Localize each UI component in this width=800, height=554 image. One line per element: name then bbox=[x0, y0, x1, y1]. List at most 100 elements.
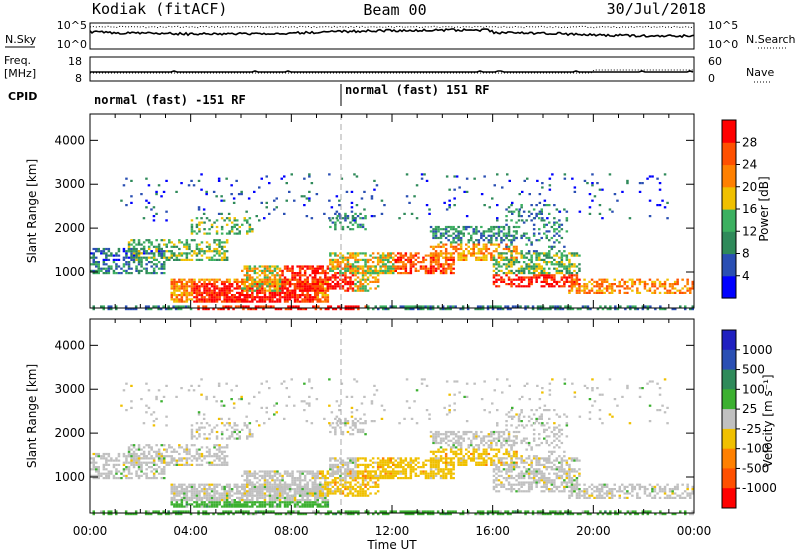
power-cell bbox=[286, 298, 289, 301]
power-cell bbox=[306, 296, 309, 299]
velocity-cell bbox=[283, 472, 287, 475]
power-cell bbox=[449, 267, 453, 270]
power-cell bbox=[376, 269, 380, 272]
power-cell bbox=[628, 278, 632, 281]
velocity-cell bbox=[293, 479, 297, 482]
velocity-cell bbox=[321, 488, 324, 491]
power-cell bbox=[180, 291, 184, 294]
velocity-cell bbox=[130, 455, 133, 458]
power-cell bbox=[517, 252, 521, 255]
velocity-cell bbox=[178, 492, 181, 495]
power-cell bbox=[483, 175, 486, 178]
velocity-cell bbox=[213, 496, 216, 499]
power-cell bbox=[370, 195, 374, 198]
power-cell bbox=[271, 298, 274, 301]
power-cell bbox=[497, 228, 501, 231]
power-cell bbox=[124, 305, 128, 308]
power-cell bbox=[475, 230, 478, 233]
power-cell bbox=[555, 208, 559, 211]
velocity-cell bbox=[225, 496, 229, 499]
power-cell bbox=[538, 256, 541, 259]
power-cell bbox=[117, 272, 121, 275]
power-cell bbox=[296, 274, 299, 277]
power-cell bbox=[449, 269, 453, 272]
velocity-cell bbox=[135, 459, 138, 462]
power-cell bbox=[243, 267, 246, 270]
power-cell bbox=[163, 261, 166, 264]
power-cell bbox=[306, 265, 309, 268]
power-cell bbox=[218, 289, 221, 292]
power-cell bbox=[240, 193, 243, 196]
power-cell bbox=[500, 278, 503, 281]
power-cell bbox=[228, 289, 231, 292]
velocity-cell bbox=[276, 477, 279, 480]
velocity-cell bbox=[200, 446, 204, 449]
velocity-cell bbox=[273, 479, 277, 482]
power-cell bbox=[305, 197, 309, 200]
power-cell bbox=[95, 261, 98, 264]
power-cell bbox=[530, 265, 533, 268]
power-cell bbox=[263, 217, 266, 220]
velocity-cell bbox=[432, 461, 435, 464]
power-cell bbox=[241, 289, 244, 292]
power-cell bbox=[453, 197, 456, 200]
power-cell bbox=[472, 254, 475, 257]
velocity-cell bbox=[145, 468, 148, 471]
power-cell bbox=[636, 289, 639, 292]
velocity-cell bbox=[356, 494, 360, 497]
power-cell bbox=[515, 256, 518, 259]
power-cell bbox=[150, 250, 153, 253]
power-cell bbox=[420, 177, 424, 180]
velocity-cell bbox=[381, 474, 385, 477]
power-cell bbox=[364, 261, 367, 264]
power-cell bbox=[301, 285, 304, 288]
power-cell bbox=[117, 247, 121, 251]
power-cell bbox=[349, 280, 352, 283]
power-cell bbox=[95, 263, 98, 266]
velocity-cell bbox=[374, 470, 377, 473]
power-cell bbox=[311, 283, 314, 286]
velocity-cell bbox=[281, 485, 284, 488]
power-cell bbox=[470, 254, 473, 257]
power-cell bbox=[568, 280, 571, 283]
power-cell bbox=[536, 179, 539, 182]
velocity-cell bbox=[261, 490, 264, 493]
velocity-cell bbox=[152, 457, 156, 460]
velocity-cell bbox=[210, 461, 214, 464]
power-cell bbox=[339, 217, 342, 220]
velocity-cell bbox=[241, 492, 244, 495]
power-cell bbox=[399, 256, 403, 259]
velocity-cell bbox=[210, 505, 214, 508]
power-cell bbox=[157, 308, 160, 311]
velocity-cell bbox=[266, 470, 269, 473]
power-cell bbox=[178, 254, 181, 257]
velocity-cell bbox=[253, 483, 257, 486]
power-cell bbox=[170, 283, 173, 286]
power-cell bbox=[238, 294, 241, 297]
power-cell bbox=[281, 289, 284, 292]
power-cell bbox=[316, 291, 319, 294]
power-cell bbox=[563, 276, 566, 279]
power-cell bbox=[600, 289, 604, 292]
velocity-cell bbox=[160, 477, 163, 480]
power-cell bbox=[268, 285, 272, 288]
power-cell bbox=[341, 258, 345, 261]
power-cell bbox=[283, 300, 287, 303]
velocity-cell bbox=[268, 499, 272, 502]
velocity-cell bbox=[324, 494, 327, 497]
velocity-cell bbox=[308, 470, 312, 473]
power-cell bbox=[296, 287, 299, 290]
velocity-cell bbox=[241, 494, 244, 497]
power-cell bbox=[467, 241, 470, 244]
power-cell bbox=[107, 267, 111, 270]
power-cell bbox=[110, 308, 113, 311]
power-cell bbox=[243, 280, 246, 283]
velocity-cell bbox=[356, 463, 360, 466]
power-cell bbox=[326, 294, 330, 297]
power-cell bbox=[341, 287, 345, 290]
velocity-cell bbox=[223, 492, 226, 495]
velocity-cell bbox=[105, 463, 108, 466]
power-cell bbox=[616, 285, 619, 288]
velocity-cell bbox=[200, 463, 204, 466]
power-cell bbox=[366, 261, 370, 264]
